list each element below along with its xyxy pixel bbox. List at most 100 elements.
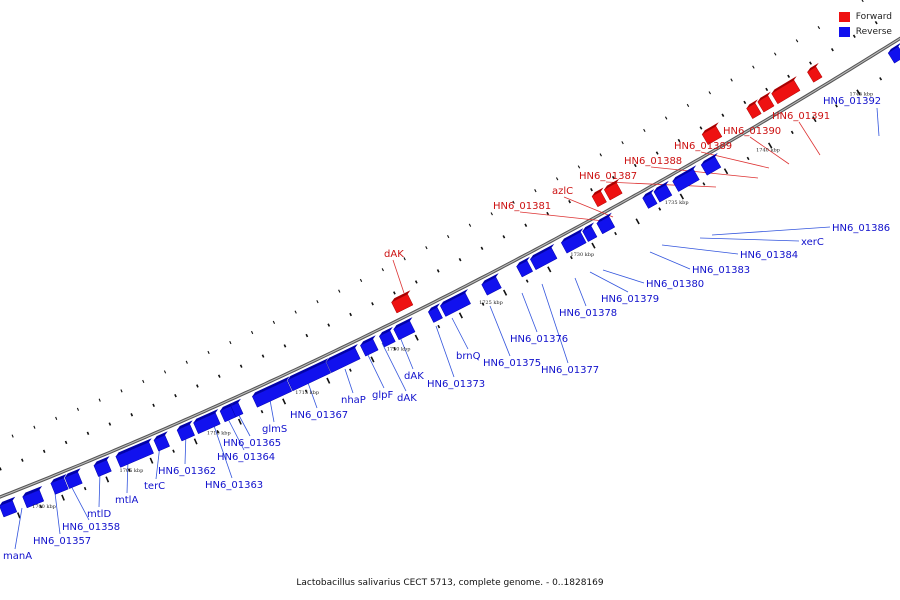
legend-label-reverse: Reverse: [855, 26, 892, 37]
leader-line: [700, 151, 770, 169]
reverse-gene: [50, 477, 69, 495]
reverse-gene: [887, 46, 900, 64]
tick-mark: [834, 104, 838, 108]
tick-mark: [481, 302, 485, 306]
reverse-gene: [230, 402, 244, 418]
reverse-gene-top: [642, 189, 655, 198]
tick-mark: [327, 323, 331, 327]
reverse-gene-top: [888, 43, 900, 53]
leader-line: [306, 379, 318, 409]
legend-item-forward: Forward: [838, 9, 892, 24]
reverse-gene: [22, 489, 45, 509]
kbp-label: 1700 kbp: [32, 504, 56, 510]
reverse-gene-top: [252, 376, 290, 397]
leader-line: [589, 271, 629, 293]
tick-mark: [852, 34, 856, 38]
tick-mark: [393, 291, 396, 295]
reverse-gene-top: [219, 402, 234, 411]
tick-mark: [658, 207, 662, 211]
tick-mark: [98, 398, 101, 402]
reverse-gene: [427, 306, 443, 323]
tick-mark: [512, 200, 515, 204]
reverse-gene-label: HN6_01375: [483, 358, 541, 369]
kbp-label: 1740 kbp: [756, 147, 780, 153]
tick-mark: [260, 409, 264, 414]
leader-line: [521, 292, 538, 333]
tick-mark: [856, 89, 861, 96]
leader-line: [489, 305, 511, 357]
tick-mark: [502, 289, 508, 296]
forward-gene: [771, 79, 801, 105]
tick-mark: [229, 340, 232, 345]
leader-line: [519, 211, 605, 222]
tick-mark: [679, 193, 685, 200]
forward-gene-top: [604, 178, 620, 190]
tick-mark: [174, 394, 177, 398]
tick-mark: [525, 279, 529, 283]
leader-line: [14, 507, 23, 550]
tick-mark: [633, 163, 637, 168]
tick-mark: [655, 151, 659, 155]
tick-mark: [403, 257, 406, 261]
tick-mark: [812, 116, 817, 123]
tick-mark: [458, 312, 463, 319]
tick-mark: [193, 438, 198, 445]
reverse-gene-top: [516, 256, 530, 267]
tick-mark: [817, 25, 821, 30]
reverse-gene-top: [177, 420, 193, 431]
reverse-gene-top: [393, 317, 413, 330]
reverse-gene-top: [596, 212, 612, 224]
tick-mark: [614, 231, 617, 236]
reverse-gene: [176, 424, 195, 442]
kbp-label: 1710 kbp: [207, 430, 231, 436]
reverse-gene-label: dAK: [404, 371, 424, 382]
leader-line: [54, 492, 61, 535]
tick-mark: [371, 302, 374, 306]
reverse-gene-label: HN6_01362: [158, 466, 216, 477]
tick-mark: [39, 504, 43, 509]
reverse-gene-top: [0, 496, 16, 506]
tick-mark: [86, 431, 90, 435]
reverse-gene-top: [530, 243, 555, 260]
reverse-gene-top: [50, 473, 67, 484]
reverse-gene-label: HN6_01367: [290, 410, 348, 421]
tick-mark: [128, 468, 131, 472]
strand-legend: Forward Reverse: [838, 9, 892, 39]
tick-mark: [349, 312, 352, 317]
reverse-gene: [93, 459, 112, 477]
forward-gene-label: azlC: [552, 186, 573, 197]
reverse-gene: [642, 192, 658, 209]
leader-line: [98, 471, 101, 508]
tick-mark: [790, 130, 794, 135]
tick-mark: [163, 370, 167, 374]
leader-line: [602, 269, 645, 284]
reverse-gene-top: [93, 456, 110, 466]
reverse-gene-label: HN6_01384: [740, 250, 798, 261]
tick-mark: [108, 422, 112, 426]
map-caption: Lactobacillus salivarius CECT 5713, comp…: [296, 578, 604, 588]
backbone-highlight: [0, 37, 900, 498]
tick-mark: [599, 153, 602, 157]
tick-mark: [42, 449, 46, 454]
tick-mark: [425, 246, 428, 250]
tick-mark: [702, 182, 706, 186]
tick-mark: [326, 377, 331, 384]
reverse-gene-top: [653, 180, 669, 192]
tick-mark: [11, 434, 14, 438]
tick-mark: [879, 77, 883, 81]
kbp-label: 1705 kbp: [120, 468, 144, 474]
tick-mark: [830, 48, 834, 52]
forward-gene-top: [391, 290, 411, 303]
reverse-gene-label: mtlA: [115, 495, 138, 506]
tick-mark: [577, 165, 581, 169]
reverse-gene-label: HN6_01365: [223, 438, 281, 449]
forward-gene: [757, 95, 775, 113]
tick-mark: [349, 368, 352, 372]
reverse-gene: [325, 347, 361, 373]
leader-line: [126, 459, 129, 494]
reverse-gene-top: [326, 343, 358, 362]
tick-mark: [359, 278, 363, 283]
leader-line: [211, 419, 233, 479]
tick-mark: [546, 211, 550, 216]
